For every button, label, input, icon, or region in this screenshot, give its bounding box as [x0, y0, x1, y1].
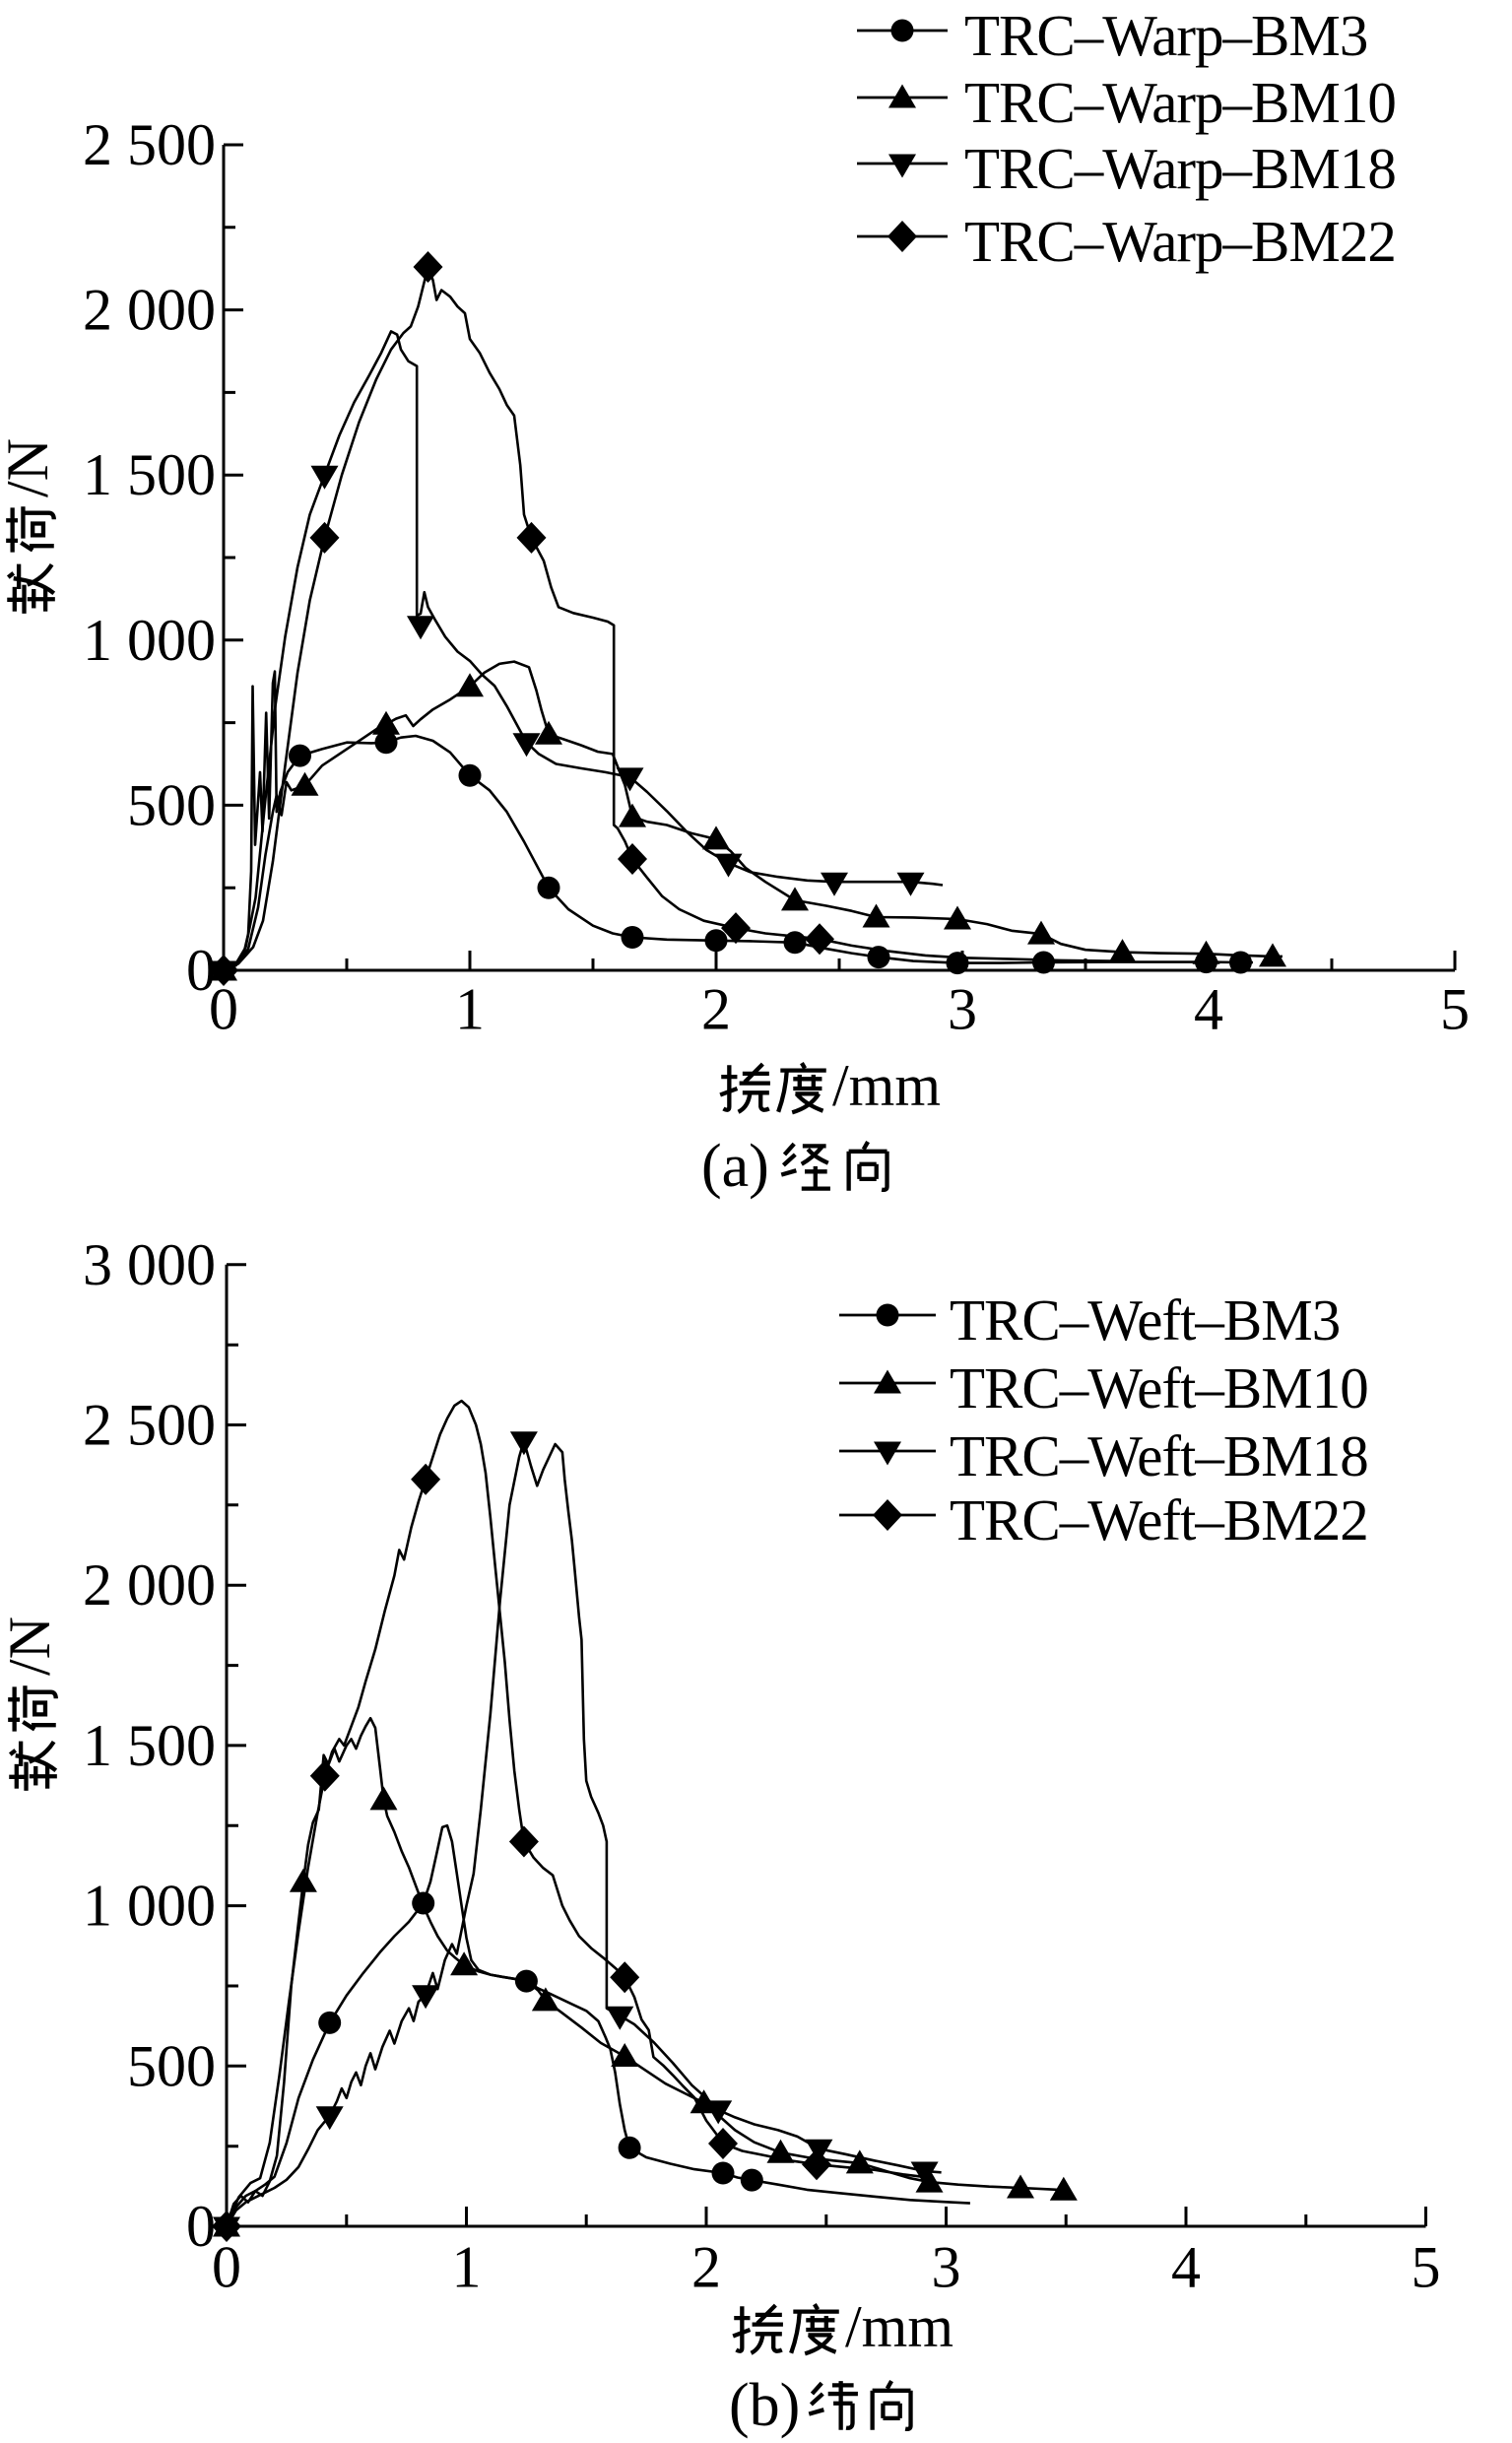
svg-text:4: 4	[1194, 977, 1223, 1042]
svg-text:3 000: 3 000	[83, 1232, 216, 1297]
svg-text:0: 0	[186, 938, 216, 1003]
svg-text:TRC–Weft–BM22: TRC–Weft–BM22	[950, 1487, 1368, 1552]
svg-text:2: 2	[701, 977, 731, 1042]
svg-text:/mm: /mm	[832, 1053, 941, 1118]
svg-text:3: 3	[948, 977, 977, 1042]
svg-text:/mm: /mm	[845, 2294, 953, 2359]
svg-text:(a): (a)	[701, 1133, 769, 1200]
svg-text:TRC–Weft–BM3: TRC–Weft–BM3	[950, 1288, 1340, 1353]
svg-text:2 000: 2 000	[83, 1552, 216, 1618]
svg-text:1 000: 1 000	[83, 608, 216, 673]
svg-text:2 500: 2 500	[83, 1393, 216, 1458]
svg-text:5: 5	[1440, 977, 1470, 1042]
svg-text:TRC–Warp–BM18: TRC–Warp–BM18	[964, 136, 1396, 201]
svg-text:TRC–Weft–BM10: TRC–Weft–BM10	[950, 1355, 1368, 1420]
svg-text:1: 1	[452, 2235, 482, 2300]
svg-text:5: 5	[1412, 2235, 1441, 2300]
svg-text:TRC–Weft–BM18: TRC–Weft–BM18	[950, 1423, 1368, 1488]
svg-text:2 000: 2 000	[83, 278, 216, 343]
svg-text:500: 500	[127, 772, 216, 837]
svg-text:1: 1	[455, 977, 485, 1042]
svg-text:1 000: 1 000	[83, 1874, 216, 1939]
svg-text:/N: /N	[0, 438, 60, 497]
svg-text:2 500: 2 500	[83, 112, 216, 177]
svg-text:500: 500	[127, 2033, 216, 2098]
svg-text:TRC–Warp–BM3: TRC–Warp–BM3	[964, 3, 1367, 68]
svg-text:2: 2	[691, 2235, 721, 2300]
svg-text:TRC–Warp–BM22: TRC–Warp–BM22	[964, 209, 1396, 274]
svg-text:(b): (b)	[729, 2372, 800, 2439]
svg-text:1 500: 1 500	[83, 1713, 216, 1778]
svg-text:0: 0	[209, 977, 238, 1042]
svg-text:4: 4	[1171, 2235, 1201, 2300]
svg-text:TRC–Warp–BM10: TRC–Warp–BM10	[964, 70, 1396, 135]
svg-text:/N: /N	[0, 1617, 62, 1676]
svg-text:1 500: 1 500	[83, 442, 216, 507]
svg-text:3: 3	[932, 2235, 961, 2300]
svg-text:0: 0	[212, 2235, 241, 2300]
svg-text:0: 0	[186, 2194, 216, 2259]
